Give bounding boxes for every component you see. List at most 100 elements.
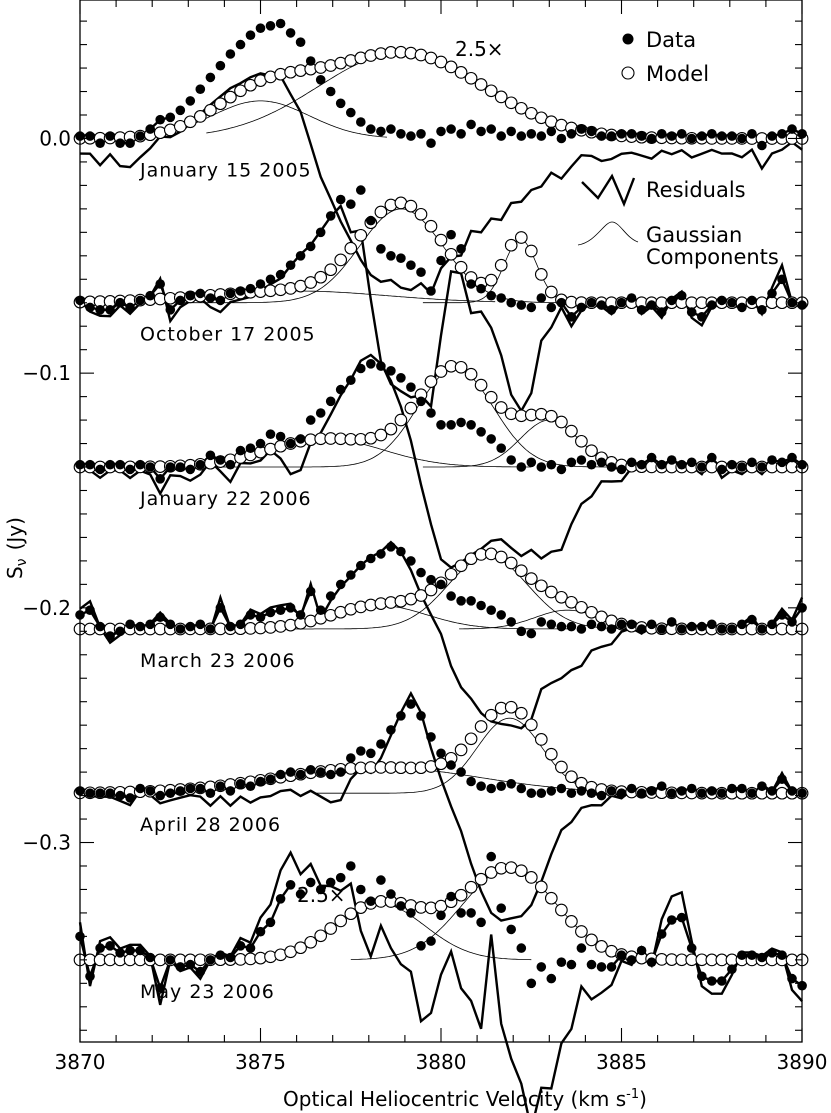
data-point [707,452,717,463]
data-point [787,297,797,308]
data-point [616,788,627,798]
data-point [125,138,135,148]
data-point [265,774,276,784]
data-point [456,767,466,777]
data-point [155,983,165,993]
data-point [576,455,587,465]
data-point [536,788,547,798]
data-point [566,457,577,468]
data-point [356,363,366,374]
data-point [566,788,577,798]
y-tick-label: −0.1 [22,361,71,385]
model-point [454,743,468,757]
x-axis-label: Optical Heliocentric Velocity (km s-1) [283,1087,647,1111]
model-point [183,115,197,129]
data-point [686,457,697,468]
data-point [536,462,547,472]
model-point [474,872,488,886]
data-point [436,579,446,590]
data-point [125,619,135,630]
data-point [346,861,356,871]
data-point [406,556,416,566]
x-axis-label-sup: -1 [626,1087,639,1102]
data-point [315,408,326,418]
data-point [376,549,386,559]
model-point [504,407,518,421]
data-point [676,290,687,301]
data-point [325,877,336,888]
model-point [374,428,388,442]
data-point [85,131,95,141]
data-point [366,359,376,369]
data-point [265,21,276,31]
data-point [85,971,95,982]
data-point [757,462,767,472]
data-point [446,591,456,601]
data-point [666,915,677,925]
model-point [444,247,458,261]
data-point [406,131,416,141]
data-point [305,765,316,775]
data-point [315,75,326,85]
data-point [305,586,316,597]
data-point [406,699,416,709]
data-point [526,129,537,139]
data-point [255,438,266,449]
model-point [585,933,598,947]
data-point [215,781,226,791]
model-point [514,564,528,578]
model-point [555,903,568,917]
model-point [394,413,408,427]
data-point [225,786,236,796]
data-point [195,288,206,299]
data-point [676,912,687,923]
data-point [315,884,326,895]
model-point [464,367,478,381]
data-point [767,948,777,958]
model-point [585,444,598,458]
data-point [95,464,105,475]
data-point [757,781,767,791]
data-point [356,185,366,195]
model-point [524,718,538,732]
model-point [414,207,428,221]
epoch-label: May 23 2006 [140,981,275,1003]
data-point [386,542,396,552]
model-point [444,567,458,581]
data-point [707,786,717,796]
data-point [406,908,416,918]
data-point [606,305,617,315]
data-point [767,619,777,630]
data-point [275,894,286,904]
data-point [666,455,677,465]
data-point [586,788,597,798]
data-point [285,438,296,449]
model-point [565,424,578,438]
data-point [676,786,687,796]
data-point [436,910,446,921]
data-point [235,779,246,789]
model-point [474,378,488,392]
data-point [346,753,356,763]
data-point [666,295,677,306]
data-point [275,769,286,780]
data-point [366,896,376,906]
data-point [95,788,105,798]
data-point [506,779,516,789]
data-point [185,464,196,475]
data-point [125,793,135,803]
model-point [454,559,468,573]
data-point [275,605,286,615]
data-point [516,300,527,310]
data-point [556,133,567,144]
data-point [245,610,256,620]
data-point [255,926,266,937]
model-point [544,585,558,599]
data-point [556,957,567,967]
panel-october-17-2005: October 17 2005 [73,185,809,414]
panel-april-28-2006: April 28 2006 [73,690,809,922]
data-point [396,711,406,721]
data-point [737,462,747,472]
data-point [636,131,647,141]
model-point [344,907,358,921]
